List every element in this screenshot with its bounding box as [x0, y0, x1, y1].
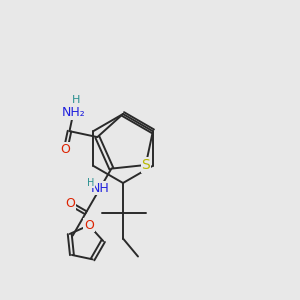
Text: O: O — [65, 197, 75, 210]
Text: H: H — [87, 178, 95, 188]
Text: NH: NH — [64, 106, 83, 119]
Text: NH: NH — [64, 106, 83, 119]
Text: NH: NH — [91, 182, 110, 195]
Text: H: H — [72, 95, 80, 105]
Text: S: S — [141, 158, 150, 172]
Text: NH₂: NH₂ — [61, 106, 85, 119]
Text: O: O — [61, 143, 70, 156]
Text: O: O — [84, 219, 94, 232]
